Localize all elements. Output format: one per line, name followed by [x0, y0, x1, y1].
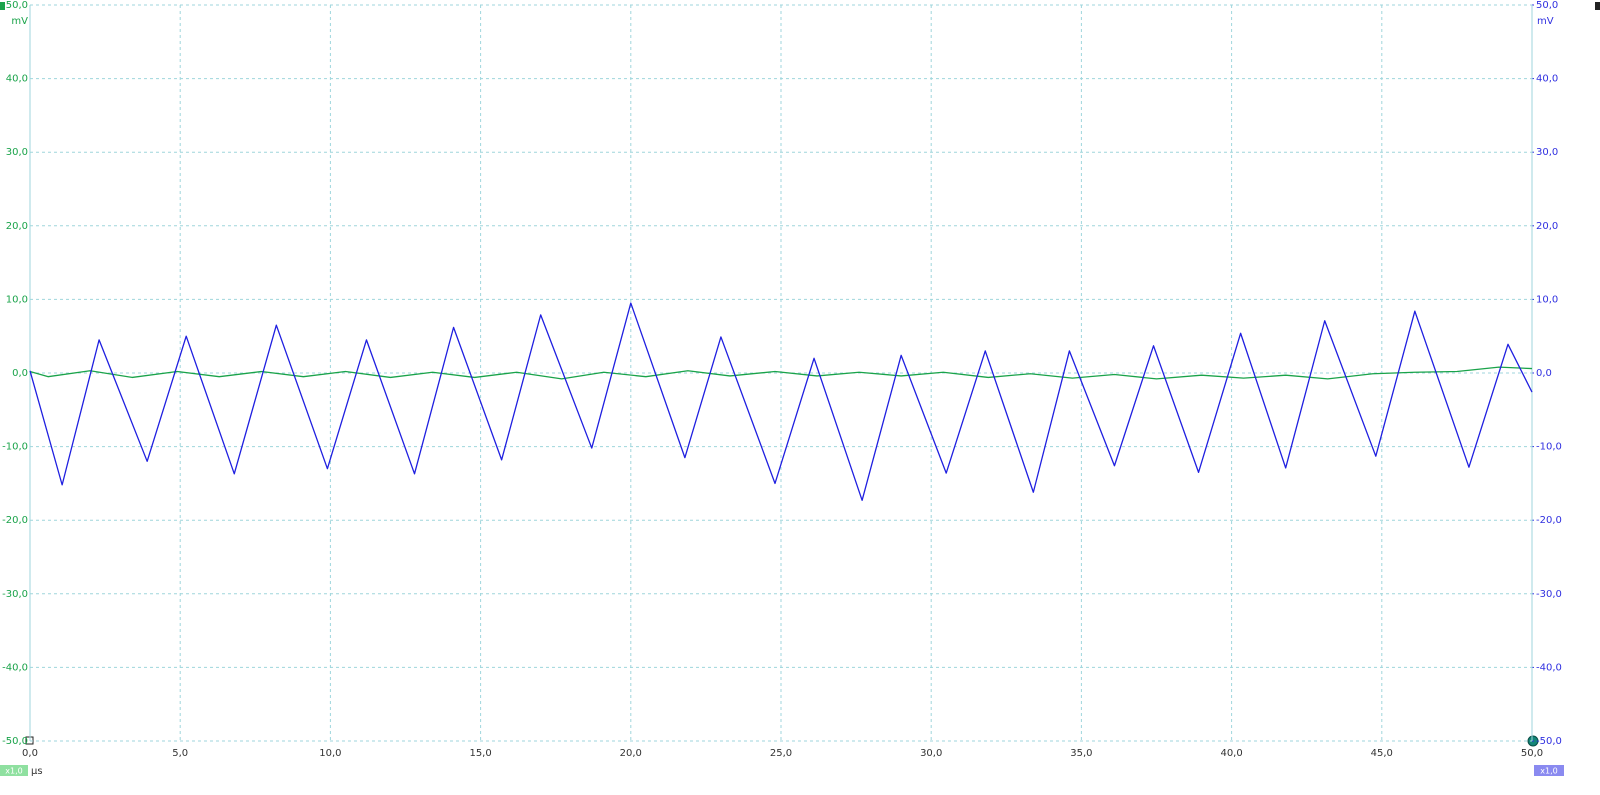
- y2-tick-label: 0,0: [1536, 368, 1552, 379]
- x-tick-label: 10,0: [319, 748, 341, 759]
- y-tick-label: 20,0: [6, 221, 28, 232]
- x-tick-label: 5,0: [172, 748, 188, 759]
- y-tick-label: -30,0: [2, 589, 28, 600]
- x-tick-label: 45,0: [1371, 748, 1393, 759]
- trace: [29, 366, 1533, 380]
- y2-axis-unit: mV: [1537, 16, 1554, 27]
- x-tick-label: 25,0: [770, 748, 792, 759]
- y-tick-label: -40,0: [2, 662, 28, 673]
- x-tick-label: 15,0: [469, 748, 491, 759]
- y2-tick-label: -50,0: [1536, 736, 1562, 747]
- y-tick-label: 30,0: [6, 147, 28, 158]
- right-edge-marker: [1595, 2, 1600, 10]
- x-tick-label: 35,0: [1070, 748, 1092, 759]
- y-tick-label: 0,0: [12, 368, 28, 379]
- y2-tick-label: 20,0: [1536, 221, 1558, 232]
- y2-scale-badge[interactable]: [1534, 765, 1564, 776]
- channel-a-marker: [0, 2, 5, 10]
- x-tick-label: 30,0: [920, 748, 942, 759]
- y2-tick-label: -10,0: [1536, 442, 1562, 453]
- y2-tick-label: 10,0: [1536, 294, 1558, 305]
- y-tick-label: 10,0: [6, 294, 28, 305]
- y-tick-label: -50,0: [2, 736, 28, 747]
- x-tick-label: 40,0: [1220, 748, 1242, 759]
- y2-tick-label: -30,0: [1536, 589, 1562, 600]
- y-axis-unit: mV: [11, 16, 28, 27]
- y-tick-label: 50,0: [6, 0, 28, 11]
- y2-tick-label: 30,0: [1536, 147, 1558, 158]
- y-scale-badge[interactable]: [0, 765, 28, 776]
- trace: [29, 302, 1533, 501]
- x-tick-label: 0,0: [22, 748, 38, 759]
- y-tick-label: -10,0: [2, 442, 28, 453]
- y2-tick-label: -20,0: [1536, 515, 1562, 526]
- x-tick-label: 50,0: [1521, 748, 1543, 759]
- x-axis-unit: µs: [31, 766, 43, 777]
- y-tick-label: 40,0: [6, 74, 28, 85]
- y-tick-label: -20,0: [2, 515, 28, 526]
- y2-tick-label: -40,0: [1536, 662, 1562, 673]
- y2-tick-label: 50,0: [1536, 0, 1558, 11]
- x-tick-label: 20,0: [620, 748, 642, 759]
- y-scale-label: x1,0: [5, 767, 22, 776]
- y2-scale-label: x1,0: [1540, 767, 1557, 776]
- y2-tick-label: 40,0: [1536, 74, 1558, 85]
